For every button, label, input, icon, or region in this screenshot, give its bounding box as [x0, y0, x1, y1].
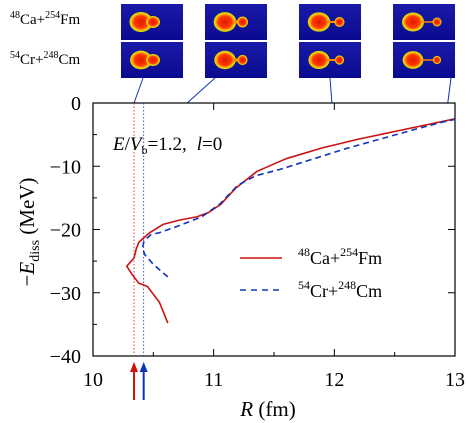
connector-line-0 [133, 77, 144, 104]
x-tick-label-0: 10 [83, 369, 103, 391]
y-tick-label-4: −40 [50, 346, 81, 368]
inset-light-fragment [237, 54, 248, 66]
inset-heavy-fragment [402, 51, 424, 69]
density-insets [121, 4, 455, 78]
inset-neck [146, 16, 160, 28]
inset-neck [421, 21, 437, 23]
x-axis-label: R (fm) [239, 397, 295, 421]
inset-heavy-fragment [130, 50, 152, 70]
y-axis-label: −Ediss (MeV) [15, 178, 43, 287]
inset-light-fragment [334, 16, 345, 28]
x-tick-label-1: 11 [204, 369, 223, 391]
inset-light-fragment [334, 55, 345, 65]
inset-heavy-fragment [129, 12, 153, 32]
inset-connector-lines [133, 77, 452, 104]
series-line-0 [126, 118, 456, 324]
legend-label-cr-cm: 54Cr+248Cm [298, 278, 382, 301]
legend: 48Ca+254Fm 54Cr+248Cm [240, 245, 382, 301]
y-tick-label-2: −20 [50, 220, 81, 242]
x-tick-label-3: 13 [445, 369, 465, 391]
inset-neck [327, 20, 340, 24]
connector-line-1 [186, 77, 216, 104]
x-tick-label-2: 12 [324, 369, 344, 391]
inset-heavy-fragment [307, 12, 331, 32]
axis-ticks [92, 102, 456, 357]
inset-light-fragment [237, 16, 248, 28]
energy-annotation: E/Vb=1.2, l=0 [112, 134, 222, 157]
inset-heavy-fragment [308, 50, 330, 70]
series-line-1 [141, 118, 456, 278]
inset-neck [420, 59, 437, 61]
legend-label-ca-fm: 48Ca+254Fm [298, 245, 382, 268]
inset-light-fragment [432, 17, 442, 27]
inset-heavy-fragment [213, 12, 237, 32]
y-tick-labels: 0 −10 −20 −30 −40 [50, 93, 81, 368]
y-tick-label-0: 0 [71, 93, 81, 115]
marker-arrow-head-1 [139, 362, 148, 372]
y-tick-label-1: −10 [50, 156, 81, 178]
x-tick-labels: 10 11 12 13 [83, 369, 465, 391]
inset-light-fragment [432, 55, 442, 65]
inset-row-label-1: 48Ca+254Fm [10, 10, 80, 28]
inset-heavy-fragment [214, 50, 236, 70]
connector-line-2 [329, 77, 333, 104]
marker-arrow-head-0 [130, 362, 139, 372]
inset-row-label-2: 54Cr+248Cm [10, 50, 80, 68]
inset-neck [327, 58, 340, 62]
contact-markers [130, 103, 148, 400]
inset-neck [146, 54, 160, 66]
y-tick-label-3: −30 [50, 283, 81, 305]
connector-line-3 [447, 77, 452, 104]
data-curves [126, 118, 456, 324]
inset-heavy-fragment [402, 12, 424, 32]
